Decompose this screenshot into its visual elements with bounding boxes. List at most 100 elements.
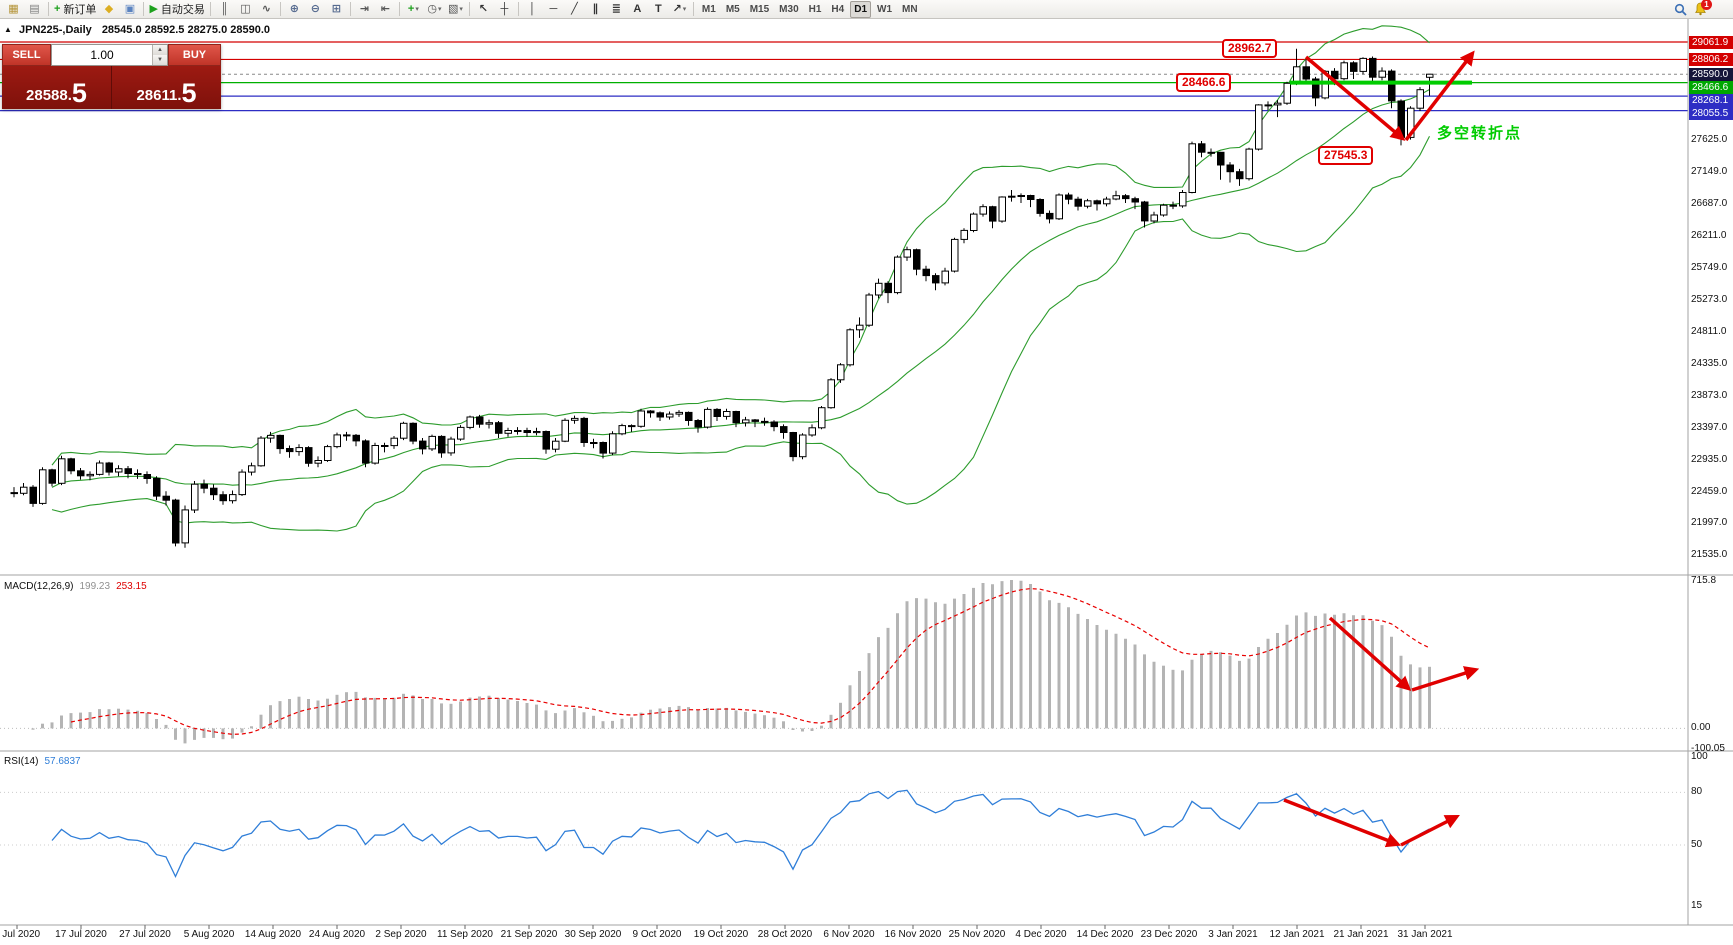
price-tag-support: 28466.6 (1176, 73, 1232, 92)
channel-icon-glyph: ∥ (592, 2, 599, 15)
toolbar-separator (143, 2, 145, 16)
sell-price-button[interactable]: 28588. 5 (2, 66, 112, 109)
date-axis-label: 2 Sep 2020 (375, 929, 427, 940)
text-icon-glyph: A (633, 2, 642, 15)
candle-body (143, 474, 151, 479)
date-axis-label: 31 Jan 2021 (1397, 929, 1453, 940)
timeframe-w1-button[interactable]: W1 (877, 3, 893, 15)
price-axis-label: 22935.0 (1691, 453, 1728, 465)
candle-body (704, 408, 712, 428)
new-chart-icon[interactable]: ▦ (3, 1, 24, 18)
volume-value[interactable]: 1.00 (90, 48, 114, 62)
metaeditor-icon[interactable]: ◆ (98, 1, 119, 18)
new-chart-icon-glyph: ▦ (8, 2, 19, 15)
main-trend-arrow-2 (1404, 50, 1475, 142)
trendline-icon-glyph: ╱ (571, 2, 578, 15)
price-axis-label: 23873.0 (1691, 389, 1728, 401)
candle-body (276, 434, 284, 450)
terminal-icon[interactable]: ▣ (119, 1, 140, 18)
buy-price-button[interactable]: 28611. 5 (112, 66, 221, 109)
candle-body (770, 421, 778, 428)
tile-windows-icon[interactable]: ⊞ (326, 1, 347, 18)
horizontal-line-icon[interactable]: ─ (543, 1, 564, 18)
timeframe-mn-button[interactable]: MN (902, 3, 918, 15)
candle-body (438, 435, 446, 454)
indicators-icon[interactable]: + ▾ (403, 1, 424, 18)
zoom-out-icon[interactable]: ⊖ (305, 1, 326, 18)
autotrading-button[interactable]: ▶ 自动交易 (147, 1, 206, 18)
candle-body (1369, 57, 1377, 78)
candle-body (1350, 62, 1358, 72)
candle-body (970, 213, 978, 232)
fibonacci-icon[interactable]: ≣ (606, 1, 627, 18)
date-axis-label: 21 Jan 2021 (1333, 929, 1389, 940)
candle-body (67, 458, 75, 472)
rsi-axis-label: 80 (1691, 786, 1703, 798)
candle-body (1131, 198, 1139, 203)
notifications-bell-icon[interactable]: 1 (1694, 0, 1712, 16)
auto-scroll-icon[interactable]: ⇥ (354, 1, 375, 18)
candle-body (162, 495, 170, 501)
timeframe-m15-button[interactable]: M15 (749, 3, 770, 15)
candle-body (466, 416, 474, 428)
zoom-in-icon[interactable]: ⊕ (284, 1, 305, 18)
arrows-tool-icon[interactable]: ↗ ▾ (669, 1, 690, 18)
timeframe-h4-button[interactable]: H4 (831, 3, 845, 15)
annotation-note: 多空转折点 (1437, 125, 1523, 142)
trendline-icon[interactable]: ╱ (564, 1, 585, 18)
price-axis-label: 22459.0 (1691, 485, 1728, 497)
rsi-trend-arrow-2 (1400, 814, 1460, 847)
autotrading-button-label: 自动交易 (160, 4, 205, 16)
profiles-icon[interactable]: ▤ (24, 1, 45, 18)
vertical-line-icon[interactable]: │ (522, 1, 543, 18)
templates-icon-glyph: ▧ (447, 2, 459, 15)
buy-button[interactable]: BUY (168, 44, 221, 66)
crosshair-icon[interactable]: ┼ (494, 1, 515, 18)
chart-shift-icon[interactable]: ⇤ (375, 1, 396, 18)
candle-body (419, 440, 427, 450)
sell-button[interactable]: SELL (2, 44, 51, 66)
sell-price-big-digit: 5 (71, 78, 87, 108)
candle-body (1046, 212, 1054, 220)
channel-icon[interactable]: ∥ (585, 1, 606, 18)
timeframe-h1-button[interactable]: H1 (808, 3, 822, 15)
candle-body (1264, 104, 1272, 107)
price-tag-high: 28962.7 (1222, 39, 1278, 58)
candle-body (1027, 195, 1035, 200)
candle-body (837, 364, 845, 381)
volume-input[interactable]: 1.00 ▲ ▼ (51, 44, 168, 66)
cursor-icon[interactable]: ↖ (473, 1, 494, 18)
candle-body (913, 249, 921, 270)
text-label-icon[interactable]: T (648, 1, 669, 18)
candle-body (656, 412, 664, 418)
volume-increase-button[interactable]: ▲ (153, 45, 167, 55)
candle-body (153, 477, 161, 497)
new-order-button-label: 新订单 (63, 4, 97, 16)
candle-body (514, 430, 522, 432)
timeframe-d1-button[interactable]: D1 (850, 0, 872, 18)
candle-body (941, 270, 949, 284)
text-label-icon-glyph: T (655, 2, 662, 15)
candle-body (1065, 194, 1073, 200)
candle-body (799, 434, 807, 458)
terminal-icon-glyph: ▣ (124, 2, 136, 15)
bar-chart-icon[interactable]: ║ (214, 1, 235, 18)
volume-decrease-button[interactable]: ▼ (153, 55, 167, 65)
collapse-one-click-icon[interactable]: ▲ (4, 25, 12, 34)
toolbar-separator (48, 2, 49, 16)
timeframe-m30-button[interactable]: M30 (779, 3, 799, 15)
line-chart-icon[interactable]: ∿ (256, 1, 277, 18)
candle-body (1122, 195, 1130, 200)
toolbar-separator (279, 2, 281, 16)
templates-icon[interactable]: ▧ ▾ (445, 1, 466, 18)
new-order-button[interactable]: + 新订单 (52, 1, 98, 18)
candlestick-chart-icon[interactable]: ◫ (235, 1, 256, 18)
timeframe-m1-button[interactable]: M1 (701, 3, 716, 15)
text-icon[interactable]: A (627, 1, 648, 18)
periods-icon[interactable]: ◷ ▾ (424, 1, 445, 18)
candle-body (637, 410, 645, 427)
search-icon[interactable] (1674, 3, 1687, 16)
candle-body (1236, 171, 1244, 180)
timeframe-m5-button[interactable]: M5 (725, 3, 740, 15)
